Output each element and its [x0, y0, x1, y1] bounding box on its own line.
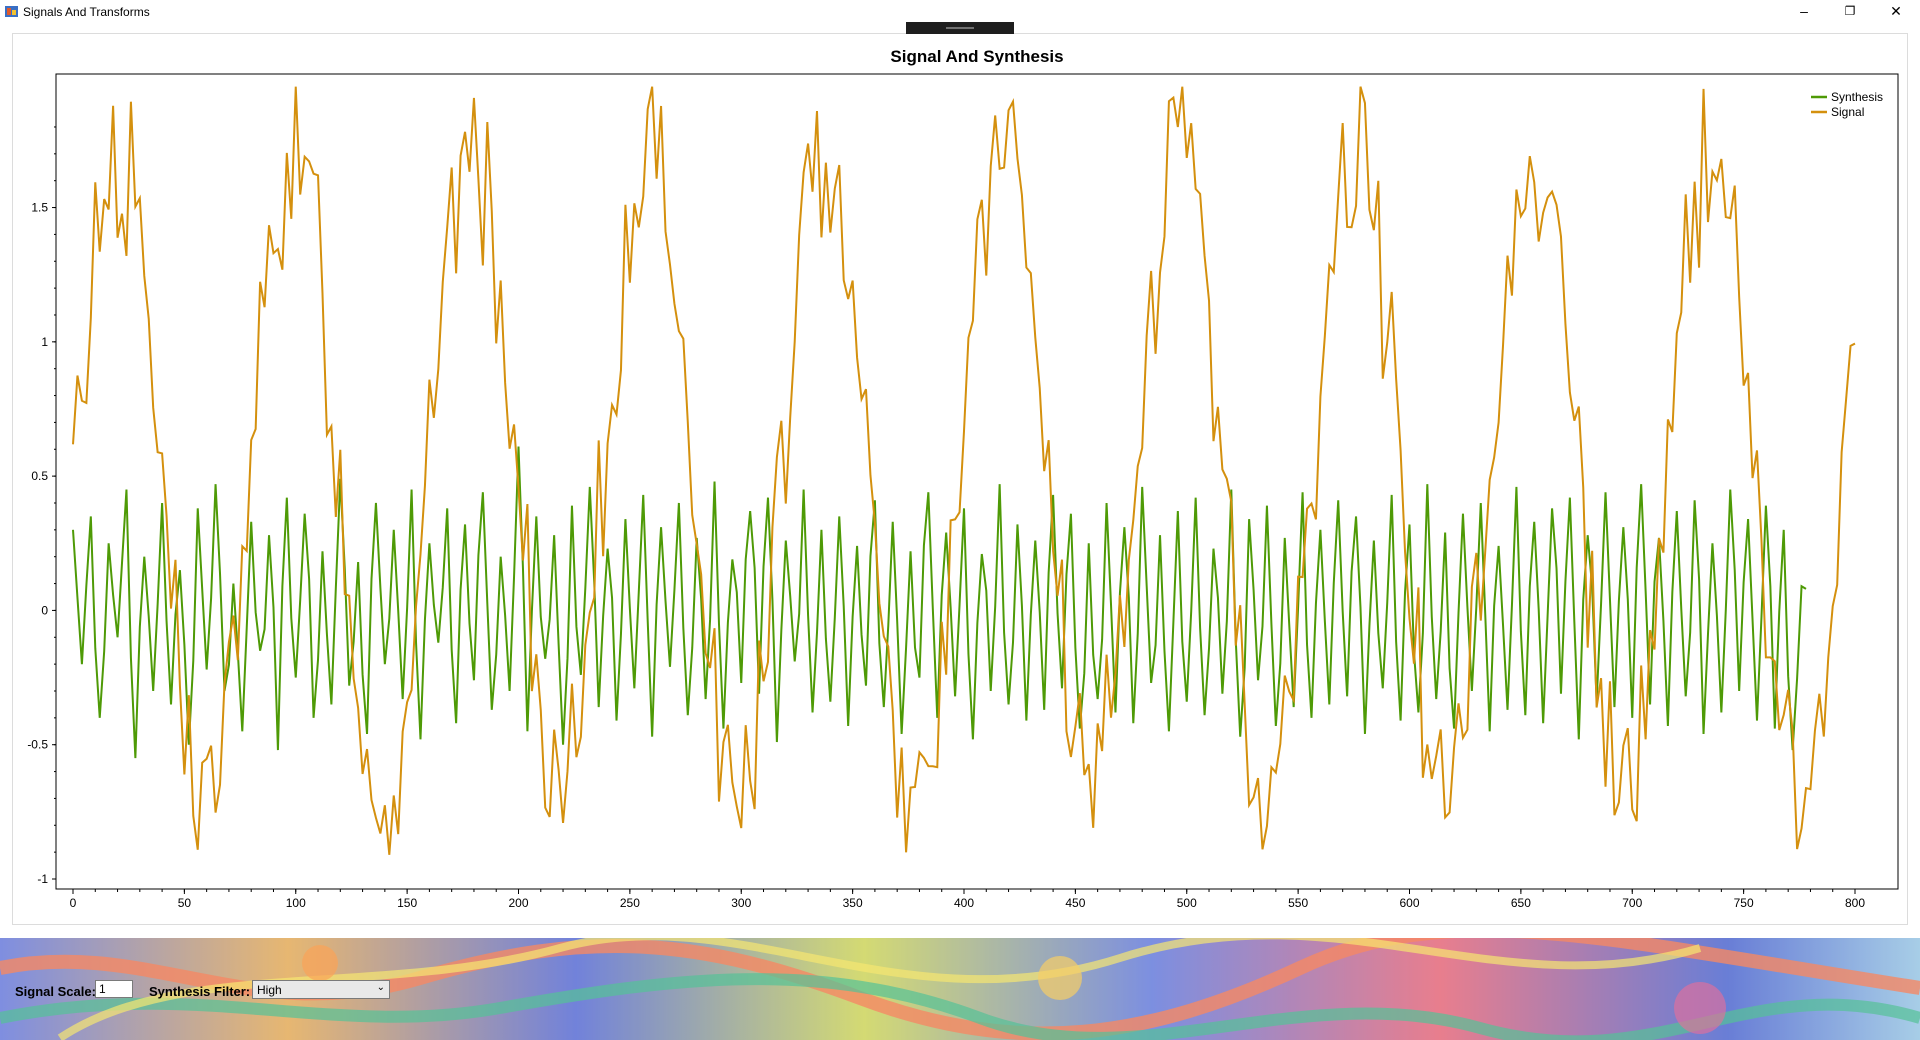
- synthesis-filter-select[interactable]: High ⌄: [252, 980, 390, 999]
- x-tick-label: 650: [1511, 896, 1531, 910]
- y-tick-label: 0: [41, 603, 48, 617]
- close-button[interactable]: ✕: [1890, 3, 1902, 19]
- y-tick-label: 1: [41, 335, 48, 349]
- x-tick-label: 500: [1177, 896, 1197, 910]
- chart-panel: Signal And Synthesis -1 -0.5 0 0.5 1 1.5 0 50 1…: [12, 33, 1908, 925]
- x-tick-label: 550: [1288, 896, 1308, 910]
- x-tick-label: 400: [954, 896, 974, 910]
- y-axis: -1 -0.5 0 0.5 1 1.5: [27, 126, 56, 886]
- x-tick-label: 750: [1734, 896, 1754, 910]
- x-tick-label: 100: [286, 896, 306, 910]
- x-tick-label: 50: [178, 896, 192, 910]
- legend-label-synthesis: Synthesis: [1831, 90, 1883, 104]
- app-icon: [5, 6, 18, 17]
- chart-title: Signal And Synthesis: [890, 47, 1063, 66]
- x-tick-label: 350: [843, 896, 863, 910]
- synthesis-filter-value: High: [257, 983, 282, 997]
- x-tick-label: 0: [70, 896, 77, 910]
- synthesis-filter-label: Synthesis Filter:: [149, 984, 251, 999]
- chart[interactable]: Signal And Synthesis -1 -0.5 0 0.5 1 1.5 0 50 1…: [13, 34, 1907, 924]
- restore-button[interactable]: ❐: [1844, 4, 1856, 18]
- y-tick-label: -0.5: [27, 738, 48, 752]
- legend-label-signal: Signal: [1831, 105, 1864, 119]
- x-tick-label: 250: [620, 896, 640, 910]
- x-tick-label: 200: [508, 896, 528, 910]
- minimize-button[interactable]: –: [1800, 3, 1808, 19]
- x-tick-label: 300: [731, 896, 751, 910]
- x-tick-label: 450: [1065, 896, 1085, 910]
- signal-scale-input[interactable]: [95, 980, 133, 998]
- window-title: Signals And Transforms: [23, 5, 150, 19]
- controls: Signal Scale: Synthesis Filter: High ⌄: [0, 980, 500, 1004]
- chevron-down-icon: ⌄: [376, 982, 385, 993]
- y-tick-label: 1.5: [31, 201, 48, 215]
- y-tick-label: 0.5: [31, 469, 48, 483]
- title-bar: Signals And Transforms – ❐ ✕: [0, 0, 1920, 24]
- x-tick-label: 600: [1399, 896, 1419, 910]
- x-axis: 0 50 100 150 200 250 300 350 400 450 500 550 600 650 7…: [70, 889, 1865, 910]
- signal-scale-label: Signal Scale:: [15, 984, 96, 999]
- series-line-synthesis: [72, 446, 1807, 759]
- y-tick-label: -1: [37, 872, 48, 886]
- chart-legend: Synthesis Signal: [1811, 90, 1883, 119]
- series-line-signal: [72, 86, 1856, 855]
- x-tick-label: 800: [1845, 896, 1865, 910]
- plot-area: [55, 73, 1899, 890]
- x-tick-label: 700: [1622, 896, 1642, 910]
- drag-handle[interactable]: [906, 22, 1014, 34]
- x-tick-label: 150: [397, 896, 417, 910]
- series-group: [72, 86, 1856, 855]
